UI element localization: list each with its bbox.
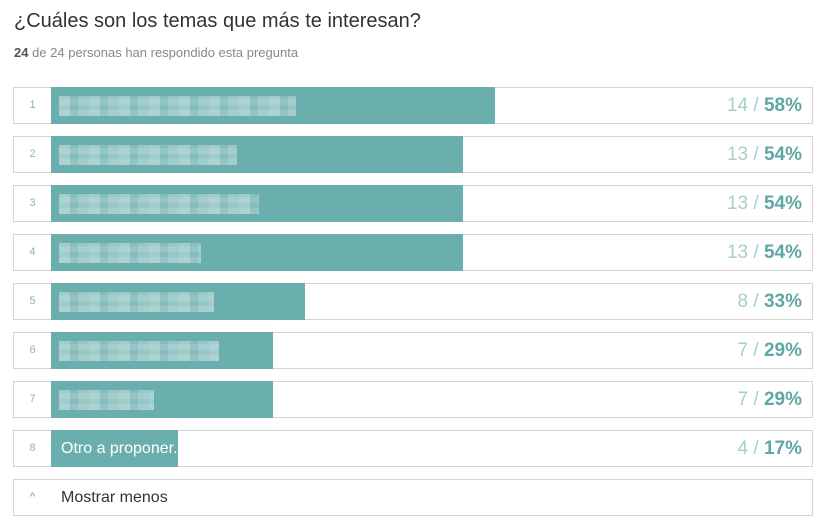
stat-separator: / xyxy=(748,340,764,361)
rank-number: 4 xyxy=(29,246,36,258)
results-rows: 1 14 / 58% 2 13 / 54% 3 13 / 54% 4 13 / 54% 5 8 /… xyxy=(13,87,813,467)
response-percent: 54% xyxy=(763,242,802,263)
show-less-button[interactable]: ^ Mostrar menos xyxy=(13,479,813,516)
question-title: ¿Cuáles son los temas que más te interes… xyxy=(14,10,421,32)
stat-separator: / xyxy=(748,242,764,263)
show-less-label: Mostrar menos xyxy=(61,489,168,506)
result-bar xyxy=(51,430,178,467)
result-row[interactable]: 3 13 / 54% xyxy=(13,185,813,222)
redacted-label xyxy=(59,194,259,214)
result-bar xyxy=(51,136,463,173)
rank-number: 5 xyxy=(29,295,36,307)
redacted-label xyxy=(59,243,201,263)
redacted-label xyxy=(59,96,296,116)
rank-number: 3 xyxy=(29,197,36,209)
result-stat: 13 / 54% xyxy=(727,137,802,172)
results-chart: 1 14 / 58% 2 13 / 54% 3 13 / 54% 4 13 / 54% 5 8 /… xyxy=(13,87,813,516)
result-stat: 7 / 29% xyxy=(738,333,802,368)
result-stat: 13 / 54% xyxy=(727,235,802,270)
result-stat: 8 / 33% xyxy=(738,284,802,319)
result-bar xyxy=(51,381,273,418)
response-count: 13 xyxy=(726,144,749,165)
rank-number: 8 xyxy=(29,442,36,454)
response-percent: 33% xyxy=(763,291,802,312)
rank-number: 2 xyxy=(29,148,36,160)
caret-up-icon: ^ xyxy=(29,491,36,503)
response-percent: 29% xyxy=(763,389,802,410)
rank-number: 6 xyxy=(29,344,36,356)
result-stat: 7 / 29% xyxy=(738,382,802,417)
redacted-label xyxy=(59,145,237,165)
stat-separator: / xyxy=(748,95,764,116)
response-count: 8 xyxy=(737,291,749,312)
result-row[interactable]: 8 Otro a proponer... 4 / 17% xyxy=(13,430,813,467)
response-percent: 54% xyxy=(763,193,802,214)
result-stat: 4 / 17% xyxy=(738,431,802,466)
result-bar xyxy=(51,283,305,320)
result-bar xyxy=(51,87,495,124)
result-stat: 13 / 54% xyxy=(727,186,802,221)
response-percent: 54% xyxy=(763,144,802,165)
option-label: Otro a proponer... xyxy=(61,440,187,457)
stat-separator: / xyxy=(748,438,764,459)
result-bar xyxy=(51,185,463,222)
rank-number: 1 xyxy=(29,99,36,111)
stat-separator: / xyxy=(748,144,764,165)
redacted-label xyxy=(59,390,154,410)
result-stat: 14 / 58% xyxy=(727,88,802,123)
response-percent: 29% xyxy=(763,340,802,361)
result-row[interactable]: 6 7 / 29% xyxy=(13,332,813,369)
result-bar xyxy=(51,234,463,271)
redacted-label xyxy=(59,292,214,312)
stat-separator: / xyxy=(748,193,764,214)
stat-separator: / xyxy=(748,291,764,312)
response-count: 14 xyxy=(726,95,749,116)
rank-number: 7 xyxy=(29,393,36,405)
stat-separator: / xyxy=(748,389,764,410)
result-row[interactable]: 5 8 / 33% xyxy=(13,283,813,320)
respondent-summary-text: de 24 personas han respondido esta pregu… xyxy=(28,45,299,60)
response-count: 7 xyxy=(737,389,749,410)
respondent-summary: 24 de 24 personas han respondido esta pr… xyxy=(14,45,298,60)
response-count: 13 xyxy=(726,193,749,214)
response-count: 13 xyxy=(726,242,749,263)
response-percent: 58% xyxy=(763,95,802,116)
response-percent: 17% xyxy=(763,438,802,459)
result-row[interactable]: 4 13 / 54% xyxy=(13,234,813,271)
result-row[interactable]: 1 14 / 58% xyxy=(13,87,813,124)
result-bar xyxy=(51,332,273,369)
response-count: 7 xyxy=(737,340,749,361)
response-count: 4 xyxy=(737,438,749,459)
respondent-count: 24 xyxy=(14,45,29,60)
redacted-label xyxy=(59,341,219,361)
result-row[interactable]: 2 13 / 54% xyxy=(13,136,813,173)
